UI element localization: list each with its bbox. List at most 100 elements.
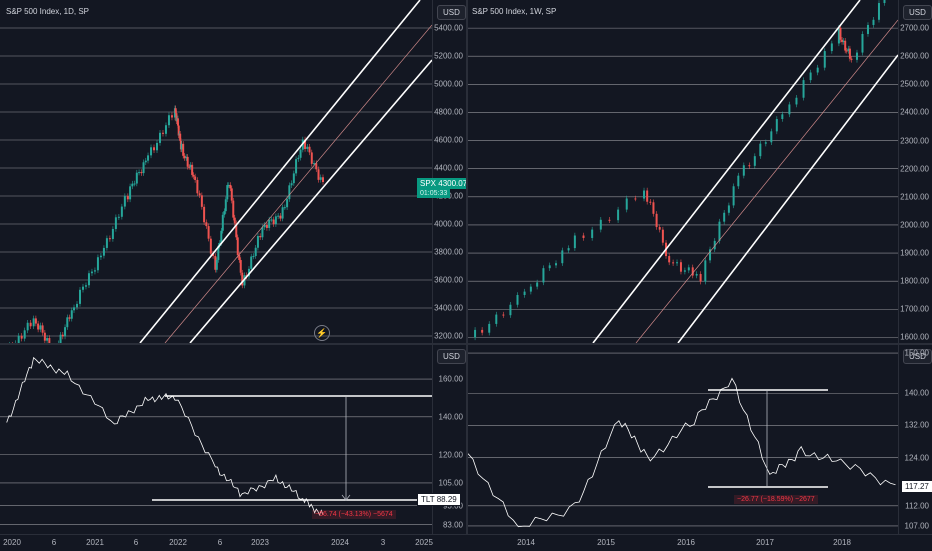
time-tick: 2016 (677, 538, 695, 547)
candle-up (809, 72, 812, 81)
right-sub-price-axis[interactable]: USD 150.00 140.00 132.00 124.00 112.00 107.00… (898, 345, 932, 534)
right-sub-chart[interactable]: −26.77 (−18.59%) −2677 (468, 345, 898, 534)
candle-up (290, 183, 293, 186)
left-sub-chart[interactable]: −66.74 (−43.13%) −5674 (0, 345, 432, 534)
candle-up (599, 219, 602, 230)
candle-up (133, 183, 136, 185)
right-main-chart[interactable]: S&P 500 Index, 1W, SP (468, 0, 898, 343)
candle-up (753, 156, 756, 166)
candle-up (224, 199, 227, 212)
candle-up (742, 165, 745, 176)
candle-up (313, 163, 316, 165)
lightning-icon[interactable]: ⚡ (314, 325, 330, 341)
candle-up (718, 221, 721, 241)
price-tick: 5000.00 (434, 79, 463, 89)
candle-down (229, 184, 232, 189)
right-currency-button[interactable]: USD (903, 5, 932, 20)
left-price-axis[interactable]: USD 5400.00 5200.00 5000.00 4800.00 4600.00 4… (417, 0, 471, 343)
candle-up (795, 97, 798, 105)
candle-down (668, 256, 671, 263)
candle-down (850, 58, 853, 60)
right-ratio-plot[interactable] (468, 345, 898, 534)
candle-up (713, 240, 716, 250)
channel-line (677, 54, 898, 343)
candle-down (232, 200, 235, 218)
price-tick: 2700.00 (900, 23, 929, 33)
candle-down (192, 174, 195, 177)
price-tick: 83.00 (442, 520, 463, 530)
candle-up (775, 118, 778, 132)
candle-up (555, 263, 558, 266)
candle-down (61, 334, 64, 337)
candle-down (182, 143, 185, 156)
candle-up (855, 52, 858, 60)
price-tick: 4600.00 (434, 135, 463, 145)
candle-up (509, 304, 512, 316)
left-sub-currency-button[interactable]: USD (437, 349, 466, 364)
candle-down (748, 165, 751, 167)
candle-up (123, 196, 126, 207)
left-pane-separator[interactable] (0, 343, 466, 345)
candle-up (254, 247, 257, 257)
candle-down (186, 156, 189, 167)
price-tick: 1600.00 (900, 332, 929, 342)
candle-up (39, 325, 42, 330)
price-tick: 3600.00 (434, 275, 463, 285)
candle-down (239, 260, 242, 273)
candle-up (823, 51, 826, 68)
candle-down (661, 229, 664, 243)
candle-up (105, 238, 108, 248)
candle-up (299, 149, 302, 158)
candle-down (126, 196, 129, 200)
candle-up (23, 330, 26, 339)
candle-down (699, 274, 702, 282)
candle-up (263, 224, 266, 228)
candle-down (272, 219, 275, 225)
price-tick: 105.00 (438, 478, 463, 488)
right-candlestick-plot[interactable] (468, 0, 898, 343)
candle-up (837, 27, 840, 44)
candle-up (683, 270, 686, 272)
candle-up (573, 235, 576, 249)
candle-up (220, 230, 223, 243)
candle-up (788, 104, 791, 115)
candle-up (567, 248, 570, 251)
candle-down (655, 213, 658, 228)
candle-down (259, 236, 262, 238)
candle-up (542, 268, 545, 283)
left-candlestick-plot[interactable] (0, 0, 432, 343)
candle-down (43, 332, 46, 341)
right-pane-separator[interactable] (468, 343, 932, 345)
candle-up (770, 131, 773, 143)
candle-down (844, 40, 847, 51)
time-tick: 2018 (833, 538, 851, 547)
candle-up (17, 335, 20, 343)
candle-down (108, 238, 111, 240)
left-main-chart[interactable]: S&P 500 Index, 1D, SP ⚡ (0, 0, 432, 343)
right-sub-last-price-tag: 117.27 (901, 480, 932, 493)
candle-down (649, 201, 652, 203)
left-measure-label: −66.74 (−43.13%) −5674 (312, 510, 396, 519)
time-tick: 2017 (756, 538, 774, 547)
time-tick: 2015 (597, 538, 615, 547)
left-ratio-plot[interactable] (0, 345, 432, 534)
candle-up (164, 125, 167, 134)
candle-up (842, 40, 845, 43)
left-last-price-tag: SPX 4300.07 (417, 178, 471, 189)
candle-down (179, 133, 182, 141)
candle-up (529, 286, 532, 292)
candle-down (207, 226, 210, 239)
right-sub-currency-button[interactable]: USD (903, 349, 932, 364)
candle-up (523, 291, 526, 295)
time-axis[interactable]: 2020 6 2021 6 2022 6 2023 2024 3 2025 2014 2015 201… (0, 534, 932, 551)
panel-divider[interactable] (466, 0, 468, 550)
candle-up (536, 282, 539, 287)
candle-up (474, 329, 477, 338)
left-currency-button[interactable]: USD (437, 5, 466, 20)
right-price-axis[interactable]: USD 2700.00 2600.00 2500.00 2400.00 2300.00 2… (898, 0, 932, 343)
candle-up (288, 185, 291, 200)
price-tick: 124.00 (904, 453, 929, 463)
candle-down (233, 217, 236, 224)
candle-down (34, 318, 37, 324)
